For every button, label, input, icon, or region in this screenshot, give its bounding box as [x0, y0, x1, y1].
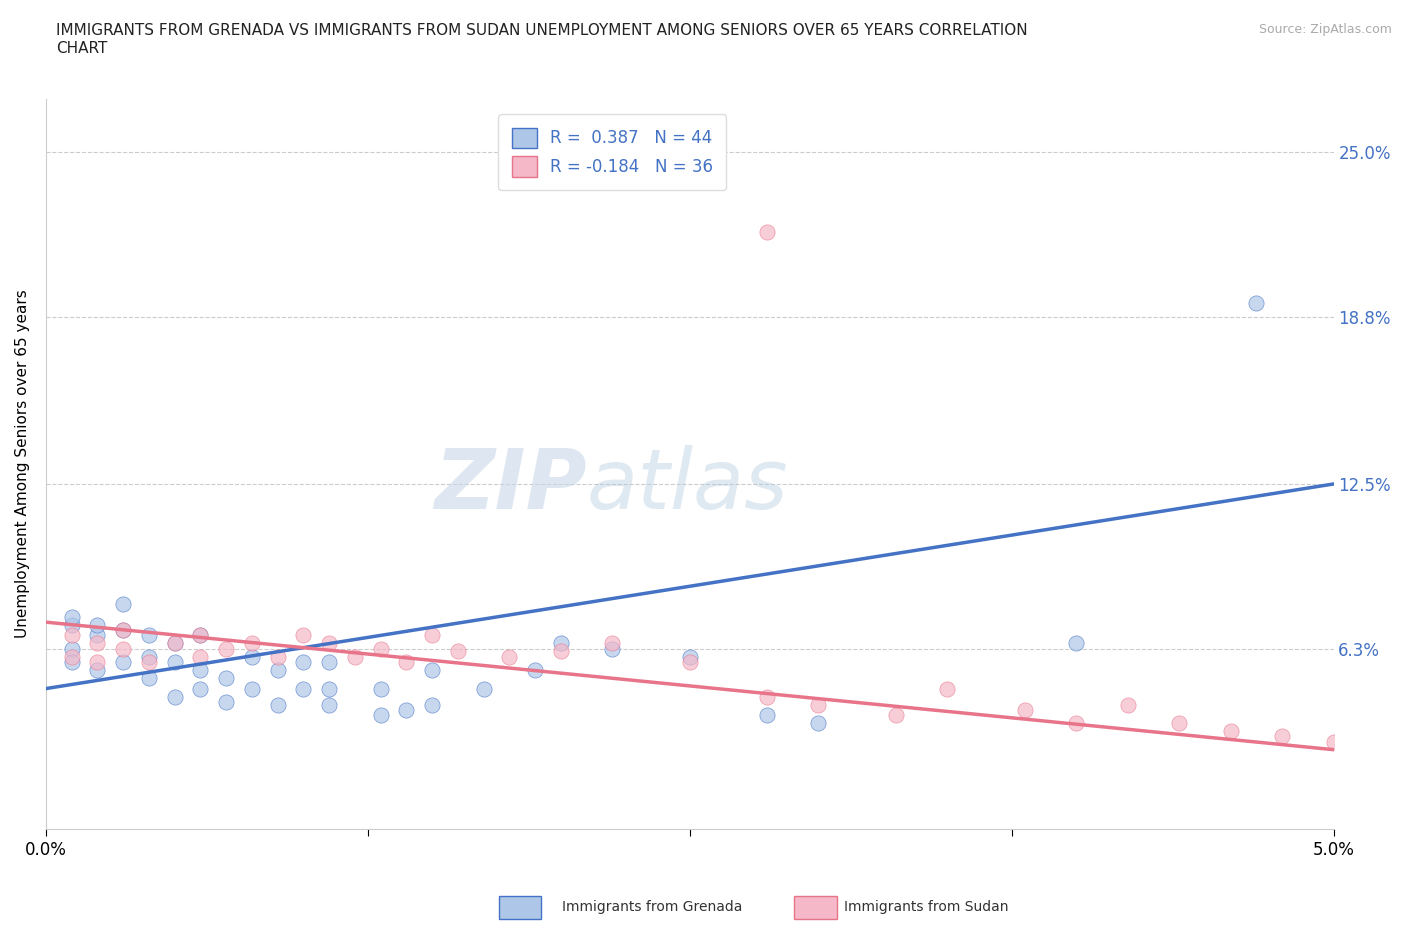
- Point: [86, 628, 108, 643]
- Point: [318, 655, 340, 670]
- Point: [86, 636, 108, 651]
- Point: [112, 623, 135, 638]
- Point: [936, 681, 959, 696]
- Point: [292, 655, 315, 670]
- Point: [807, 716, 830, 731]
- Point: [1064, 716, 1087, 731]
- Point: [215, 671, 238, 685]
- Point: [60, 642, 83, 657]
- Point: [240, 636, 263, 651]
- Point: [1322, 735, 1344, 750]
- Point: [86, 618, 108, 632]
- Point: [807, 698, 830, 712]
- Text: atlas: atlas: [586, 445, 789, 526]
- Point: [292, 681, 315, 696]
- Text: IMMIGRANTS FROM GRENADA VS IMMIGRANTS FROM SUDAN UNEMPLOYMENT AMONG SENIORS OVER: IMMIGRANTS FROM GRENADA VS IMMIGRANTS FR…: [56, 23, 1028, 56]
- Point: [343, 649, 366, 664]
- Point: [318, 681, 340, 696]
- Point: [602, 642, 624, 657]
- Point: [318, 698, 340, 712]
- Point: [498, 649, 520, 664]
- Point: [267, 649, 290, 664]
- Point: [679, 649, 702, 664]
- Point: [524, 662, 547, 677]
- Point: [420, 698, 443, 712]
- Point: [240, 649, 263, 664]
- Y-axis label: Unemployment Among Seniors over 65 years: Unemployment Among Seniors over 65 years: [15, 289, 30, 638]
- Text: Immigrants from Sudan: Immigrants from Sudan: [844, 899, 1008, 914]
- Point: [292, 628, 315, 643]
- Point: [550, 644, 572, 658]
- Point: [395, 655, 418, 670]
- Point: [395, 702, 418, 717]
- Point: [1271, 729, 1294, 744]
- Point: [86, 662, 108, 677]
- Point: [112, 655, 135, 670]
- Point: [1168, 716, 1191, 731]
- Point: [60, 649, 83, 664]
- Point: [267, 662, 290, 677]
- Point: [60, 628, 83, 643]
- Point: [1064, 636, 1087, 651]
- Point: [190, 662, 212, 677]
- Point: [86, 655, 108, 670]
- Point: [370, 681, 392, 696]
- Point: [138, 671, 160, 685]
- Point: [60, 618, 83, 632]
- Point: [1246, 296, 1268, 311]
- Point: [884, 708, 907, 723]
- Point: [447, 644, 470, 658]
- Point: [756, 224, 779, 239]
- Point: [1116, 698, 1139, 712]
- Text: ZIP: ZIP: [434, 445, 586, 526]
- Point: [112, 642, 135, 657]
- Point: [60, 609, 83, 624]
- Point: [112, 623, 135, 638]
- Legend: R =  0.387   N = 44, R = -0.184   N = 36: R = 0.387 N = 44, R = -0.184 N = 36: [499, 114, 727, 190]
- Point: [138, 649, 160, 664]
- Point: [190, 628, 212, 643]
- Point: [679, 655, 702, 670]
- Point: [138, 628, 160, 643]
- Point: [190, 649, 212, 664]
- Point: [138, 655, 160, 670]
- Point: [267, 698, 290, 712]
- Point: [60, 655, 83, 670]
- Point: [472, 681, 495, 696]
- Point: [163, 655, 186, 670]
- Point: [756, 689, 779, 704]
- Point: [420, 662, 443, 677]
- Point: [190, 681, 212, 696]
- Text: Immigrants from Grenada: Immigrants from Grenada: [562, 899, 742, 914]
- Point: [756, 708, 779, 723]
- Point: [602, 636, 624, 651]
- Point: [163, 636, 186, 651]
- Point: [318, 636, 340, 651]
- Point: [190, 628, 212, 643]
- Point: [550, 636, 572, 651]
- Point: [163, 636, 186, 651]
- Point: [370, 642, 392, 657]
- Point: [215, 695, 238, 710]
- Point: [1219, 724, 1241, 738]
- Point: [112, 596, 135, 611]
- Point: [420, 628, 443, 643]
- Point: [163, 689, 186, 704]
- Text: Source: ZipAtlas.com: Source: ZipAtlas.com: [1258, 23, 1392, 36]
- Point: [370, 708, 392, 723]
- Point: [1014, 702, 1036, 717]
- Point: [240, 681, 263, 696]
- Point: [215, 642, 238, 657]
